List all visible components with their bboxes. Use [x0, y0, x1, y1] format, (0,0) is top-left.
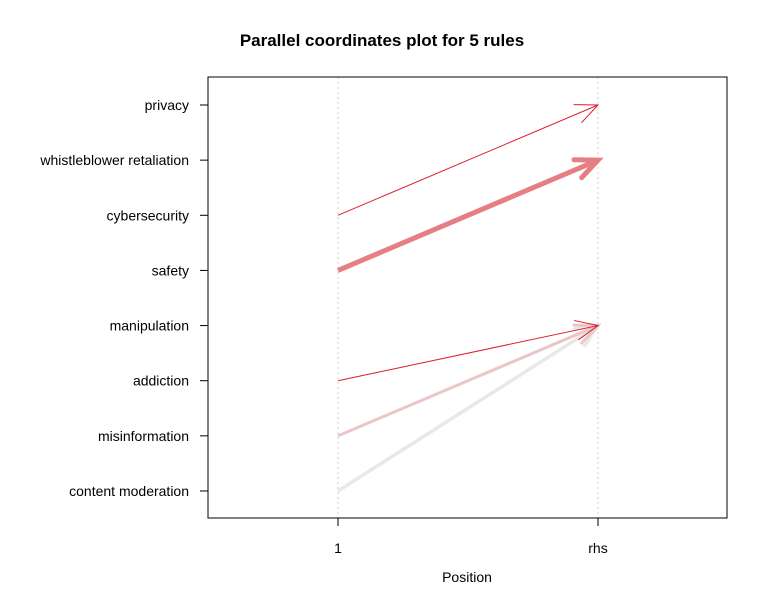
rule-line [337, 324, 599, 438]
y-axis: privacy whistleblower retaliation cybersec… [39, 97, 208, 499]
x-tick-label: 1 [334, 540, 342, 556]
rule-arrowhead [573, 104, 600, 124]
rule-line [337, 325, 599, 382]
plot-frame [207, 76, 728, 519]
rule-line [337, 157, 599, 273]
rule-arrowhead [574, 320, 600, 341]
rule-arrow-4 [337, 323, 602, 493]
y-tick-label: manipulation [110, 318, 189, 334]
y-tick-label: whistleblower retaliation [39, 152, 189, 168]
rule-line [337, 104, 599, 216]
x-axis: 1 rhs [334, 518, 608, 556]
rule-arrow-0 [337, 104, 600, 216]
rule-arrows [337, 104, 604, 493]
rule-arrow-3 [337, 323, 602, 438]
rule-arrow-1 [337, 157, 604, 273]
y-tick-label: privacy [145, 97, 189, 113]
y-tick-label: addiction [133, 373, 189, 389]
x-axis-title: Position [442, 569, 492, 585]
chart-title: Parallel coordinates plot for 5 rules [240, 31, 524, 50]
x-tick-label: rhs [588, 540, 607, 556]
y-tick-label: content moderation [69, 483, 189, 499]
vertical-gridlines [337, 77, 599, 518]
y-tick-label: misinformation [98, 428, 189, 444]
y-tick-label: safety [152, 262, 189, 278]
y-tick-label: cybersecurity [107, 207, 189, 223]
rule-arrow-2 [337, 320, 600, 382]
rule-arrowhead [571, 157, 604, 181]
rule-line [337, 324, 599, 493]
